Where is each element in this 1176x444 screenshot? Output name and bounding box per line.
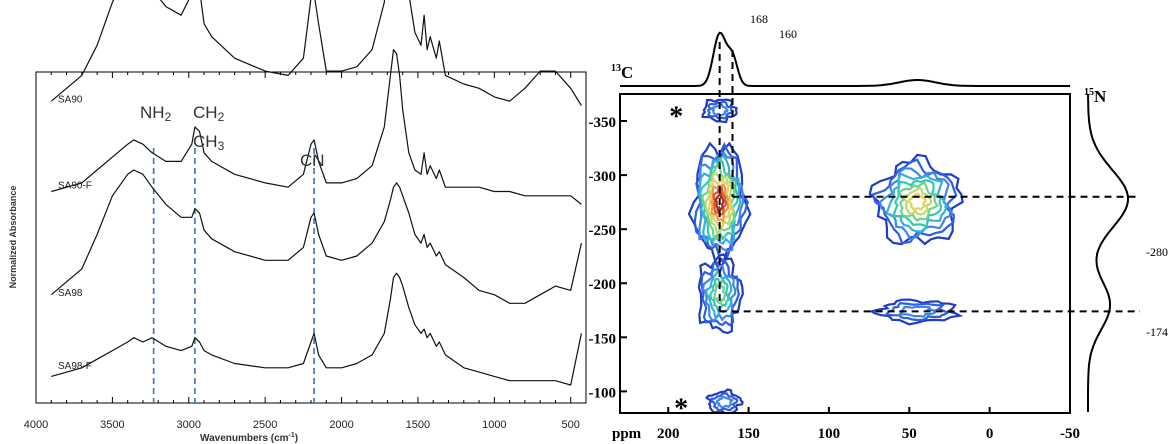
asterisk-marker: * (674, 394, 688, 425)
nmr-2d-chart: -350 -300 -250 -200 -150 -100 200 150 100 50 0 -50… (589, 12, 1169, 442)
contour-level (712, 186, 728, 218)
contour-level (713, 282, 726, 305)
cn-annotation: CN (300, 151, 325, 170)
nmr-y-tick-label: -150 (589, 331, 617, 347)
contour-level (892, 179, 943, 228)
contour-level (709, 277, 730, 313)
artifact-asterisks: ** (669, 102, 688, 425)
ir-series-group (50, 0, 582, 386)
ir-y-axis-label: Normalized Absorbance (8, 186, 18, 289)
contour-level (714, 190, 725, 212)
ir-x-tick-label: 2000 (329, 419, 353, 431)
contour-level (871, 158, 958, 245)
asterisk-marker: * (669, 102, 683, 133)
ir-x-tick-labels: 4000 3500 3000 2500 2000 1500 1000 500 (24, 419, 580, 431)
ir-marker-lines (152, 148, 315, 403)
ir-series-line (50, 169, 582, 304)
c13-projection-line (620, 31, 1070, 87)
nmr-y-tick-label: -100 (589, 385, 617, 401)
contour-level (901, 186, 933, 216)
n15-projection-line (1087, 94, 1129, 412)
contour-level (868, 298, 964, 326)
nmr-x-tick-label: 200 (657, 426, 680, 442)
contour-level (697, 151, 745, 252)
nmr-x-tick-label: -50 (1060, 426, 1080, 442)
ir-x-tick-label: 3000 (177, 419, 201, 431)
n15-projection (1087, 94, 1129, 412)
ir-spectra-chart: 4000 3500 3000 2500 2000 1500 1000 500 SA90SA90… (8, 0, 587, 444)
nmr-y-tick-label: -300 (589, 169, 617, 185)
correlation-guide-lines (718, 42, 1140, 313)
ir-x-tick-label: 1000 (482, 419, 506, 431)
ir-x-tick-label: 4000 (24, 419, 48, 431)
contour-group (687, 98, 964, 413)
ir-x-axis-label: Wavenumbers (cm-1) (200, 432, 298, 444)
contour-level (907, 192, 927, 212)
ch3-annotation: CH3 (193, 132, 225, 153)
nmr-x-tick-label: 100 (818, 426, 841, 442)
nmr-x-tick-label: 50 (902, 426, 917, 442)
ir-x-tick-label: 500 (562, 419, 580, 431)
contour-level (701, 165, 736, 241)
ch2-annotation: CH2 (193, 103, 225, 124)
nmr-x-tick-label: 150 (737, 426, 760, 442)
ir-x-tick-label: 1500 (406, 419, 430, 431)
c13-projection (620, 31, 1070, 87)
contour-level (706, 100, 735, 120)
ir-series-labels: SA90 SA90-F SA98 SA98-F (58, 95, 92, 373)
nmr-x-ticks: 200 150 100 50 0 -50 (657, 407, 1080, 442)
peak-label-160: 160 (779, 27, 797, 41)
ir-x-tick-label: 3500 (100, 419, 124, 431)
ir-series-line (50, 0, 582, 106)
ppm-label: ppm (612, 426, 642, 442)
n15-label: 15N (1084, 87, 1107, 106)
contour-level (697, 253, 744, 335)
peak-label-minus-280: -280 (1146, 245, 1168, 259)
nmr-y-tick-label: -250 (589, 223, 617, 239)
contour-level (709, 103, 729, 117)
contour-level (710, 182, 730, 224)
contour-level (715, 395, 734, 409)
c13-label: 13C (611, 63, 633, 82)
ir-series-label: SA98 (58, 288, 83, 299)
nmr-plot-frame (619, 93, 1071, 414)
contour-level (878, 167, 954, 242)
peak-label-168: 168 (750, 12, 768, 26)
ir-series-label: SA98-F (58, 361, 92, 372)
ir-x-tick-label: 2500 (253, 419, 277, 431)
nh2-annotation: NH2 (140, 103, 172, 124)
ir-series-label: SA90-F (58, 181, 92, 192)
contour-level (701, 98, 738, 124)
peak-label-minus-174: -174 (1146, 325, 1168, 339)
nmr-y-ticks: -350 -300 -250 -200 -150 -100 (589, 115, 627, 401)
ir-series-line (51, 272, 582, 386)
ir-series-line (51, 49, 582, 205)
ir-x-ticks (35, 72, 587, 403)
nmr-x-tick-label: 0 (986, 426, 994, 442)
contour-level (704, 171, 735, 236)
contour-level (898, 181, 939, 222)
contour-level (710, 392, 739, 412)
nmr-y-tick-label: -200 (589, 277, 617, 293)
ir-series-label: SA90 (58, 95, 83, 106)
nmr-y-tick-label: -350 (589, 115, 617, 131)
contour-level (700, 258, 740, 327)
